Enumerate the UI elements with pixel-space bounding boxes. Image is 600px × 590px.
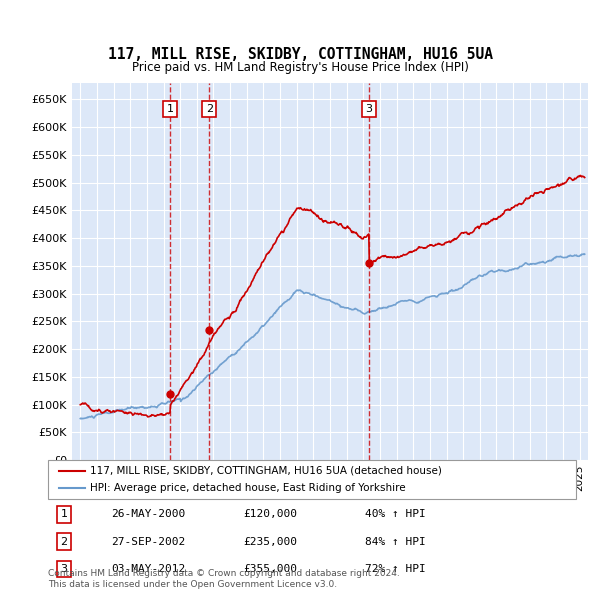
Text: 2: 2 [206, 104, 213, 114]
Text: £235,000: £235,000 [244, 537, 298, 547]
Text: 1: 1 [167, 104, 174, 114]
Text: 1: 1 [61, 509, 67, 519]
Text: Contains HM Land Registry data © Crown copyright and database right 2024.
This d: Contains HM Land Registry data © Crown c… [48, 569, 400, 589]
Text: 3: 3 [365, 104, 373, 114]
Text: 27-SEP-2002: 27-SEP-2002 [112, 537, 185, 547]
Text: 84% ↑ HPI: 84% ↑ HPI [365, 537, 425, 547]
Text: 40% ↑ HPI: 40% ↑ HPI [365, 509, 425, 519]
Text: 2: 2 [60, 537, 67, 547]
FancyBboxPatch shape [48, 460, 576, 499]
Text: £120,000: £120,000 [244, 509, 298, 519]
Text: 03-MAY-2012: 03-MAY-2012 [112, 564, 185, 574]
Text: 72% ↑ HPI: 72% ↑ HPI [365, 564, 425, 574]
Text: 26-MAY-2000: 26-MAY-2000 [112, 509, 185, 519]
Text: Price paid vs. HM Land Registry's House Price Index (HPI): Price paid vs. HM Land Registry's House … [131, 61, 469, 74]
Text: £355,000: £355,000 [244, 564, 298, 574]
Text: HPI: Average price, detached house, East Riding of Yorkshire: HPI: Average price, detached house, East… [90, 483, 406, 493]
Text: 3: 3 [61, 564, 67, 574]
Text: 117, MILL RISE, SKIDBY, COTTINGHAM, HU16 5UA: 117, MILL RISE, SKIDBY, COTTINGHAM, HU16… [107, 47, 493, 62]
Text: 117, MILL RISE, SKIDBY, COTTINGHAM, HU16 5UA (detached house): 117, MILL RISE, SKIDBY, COTTINGHAM, HU16… [90, 466, 442, 476]
